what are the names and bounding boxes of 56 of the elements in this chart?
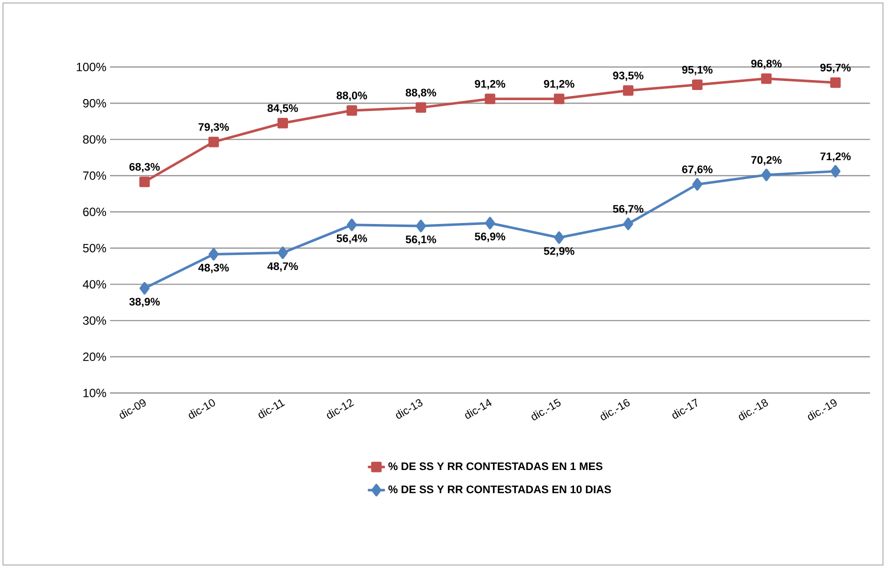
y-tick-label: 20%: [83, 352, 106, 361]
data-label: 56,4%: [336, 234, 368, 244]
point: [623, 218, 634, 230]
data-label: 68,3%: [129, 162, 160, 172]
point: [277, 118, 288, 128]
data-label: 56,9%: [474, 232, 506, 242]
point: [761, 168, 772, 182]
point: [554, 94, 564, 104]
point: [416, 220, 426, 232]
y-tick-label: 50%: [83, 244, 106, 252]
data-label: 67,6%: [682, 165, 713, 175]
point: [622, 85, 634, 96]
data-label: 56,1%: [406, 236, 436, 245]
data-label: 93,5%: [613, 72, 644, 82]
y-tick-label: 40%: [82, 280, 106, 289]
data-label: 38,9%: [129, 298, 160, 308]
point: [208, 248, 219, 261]
point: [692, 178, 702, 191]
data-label: 95,1%: [682, 66, 713, 76]
point: [139, 176, 150, 188]
data-label: 70,2%: [751, 156, 782, 166]
legend-label: % DE SS Y RR CONTESTADAS EN 10 DIAS: [388, 486, 611, 494]
data-label: 56,7%: [613, 204, 644, 214]
point: [484, 94, 496, 104]
data-label: 88,0%: [336, 92, 368, 101]
y-tick-label: 80%: [83, 135, 106, 144]
y-tick-label: 30%: [83, 316, 106, 325]
y-tick-label: 90%: [83, 98, 106, 108]
point: [208, 136, 219, 148]
point: [140, 282, 150, 295]
y-tick-label: 60%: [83, 208, 106, 216]
y-tick-label: 10%: [83, 388, 106, 398]
data-label: 84,5%: [268, 104, 298, 114]
legend-label: % DE SS Y RR CONTESTADAS EN 1 MES: [388, 462, 602, 470]
point: [761, 73, 772, 84]
data-label: 79,3%: [198, 123, 229, 132]
data-label: 91,2%: [544, 80, 574, 90]
data-label: 52,9%: [544, 247, 574, 256]
data-label: 95,7%: [820, 64, 851, 74]
data-label: 71,2%: [820, 152, 851, 162]
point: [830, 77, 841, 88]
data-label: 91,2%: [474, 80, 506, 90]
data-label: 88,8%: [406, 88, 436, 98]
point: [416, 102, 426, 113]
data-label: 48,7%: [267, 262, 298, 272]
data-label: 48,3%: [198, 264, 229, 274]
point: [346, 105, 358, 116]
data-label: 96,8%: [751, 60, 782, 70]
point: [692, 79, 703, 90]
point: [278, 246, 288, 260]
point: [346, 218, 357, 232]
y-tick-label: 70%: [83, 171, 106, 180]
y-tick-label: 100%: [76, 62, 106, 72]
point: [830, 165, 840, 178]
point: [554, 231, 564, 244]
point: [485, 216, 496, 230]
